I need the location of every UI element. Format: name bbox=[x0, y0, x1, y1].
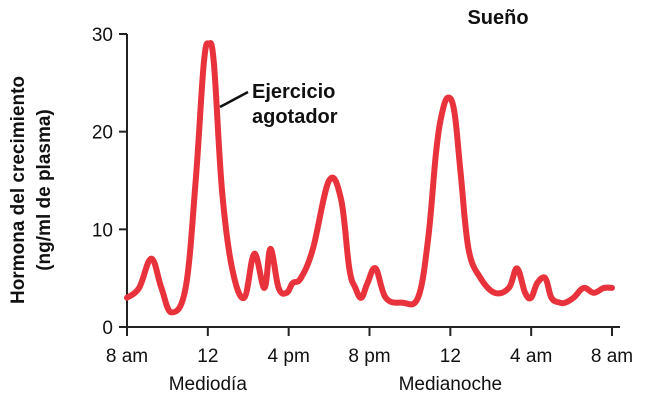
x-tick-label: 8 pm bbox=[348, 346, 390, 367]
y-axis-title-line1: Hormona del crecimiento bbox=[8, 76, 29, 304]
period-label: Medianoche bbox=[399, 374, 503, 395]
annotation-agotador: agotador bbox=[252, 106, 338, 128]
y-ticks: 0 10 20 30 bbox=[92, 25, 127, 339]
y-tick-label: 30 bbox=[92, 25, 113, 46]
period-labels: Mediodía Medianoche bbox=[169, 374, 502, 395]
x-tick-label: 4 am bbox=[510, 346, 552, 367]
y-tick-label: 20 bbox=[92, 123, 113, 144]
period-label: Mediodía bbox=[169, 374, 248, 395]
y-tick-label: 0 bbox=[102, 318, 113, 339]
annotation-sueno: Sueño bbox=[467, 7, 528, 29]
y-tick-label: 10 bbox=[92, 220, 113, 241]
x-tick-label: 4 pm bbox=[268, 346, 310, 367]
x-tick-label: 12 bbox=[197, 346, 218, 367]
x-tick-label: 8 am bbox=[106, 346, 148, 367]
x-tick-label: 8 am bbox=[591, 346, 633, 367]
series-line-growth-hormone bbox=[124, 40, 615, 316]
y-axis-title: Hormona del crecimiento (ng/ml de plasma… bbox=[8, 76, 55, 304]
annotation-ejercicio: Ejercicio bbox=[252, 81, 335, 103]
x-ticks: 8 am 12 4 pm 8 pm 12 4 am 8 am bbox=[106, 327, 633, 367]
x-tick-label: 12 bbox=[440, 346, 461, 367]
annotation-pointer-line bbox=[219, 90, 249, 109]
y-axis-title-line2: (ng/ml de plasma) bbox=[34, 109, 55, 271]
